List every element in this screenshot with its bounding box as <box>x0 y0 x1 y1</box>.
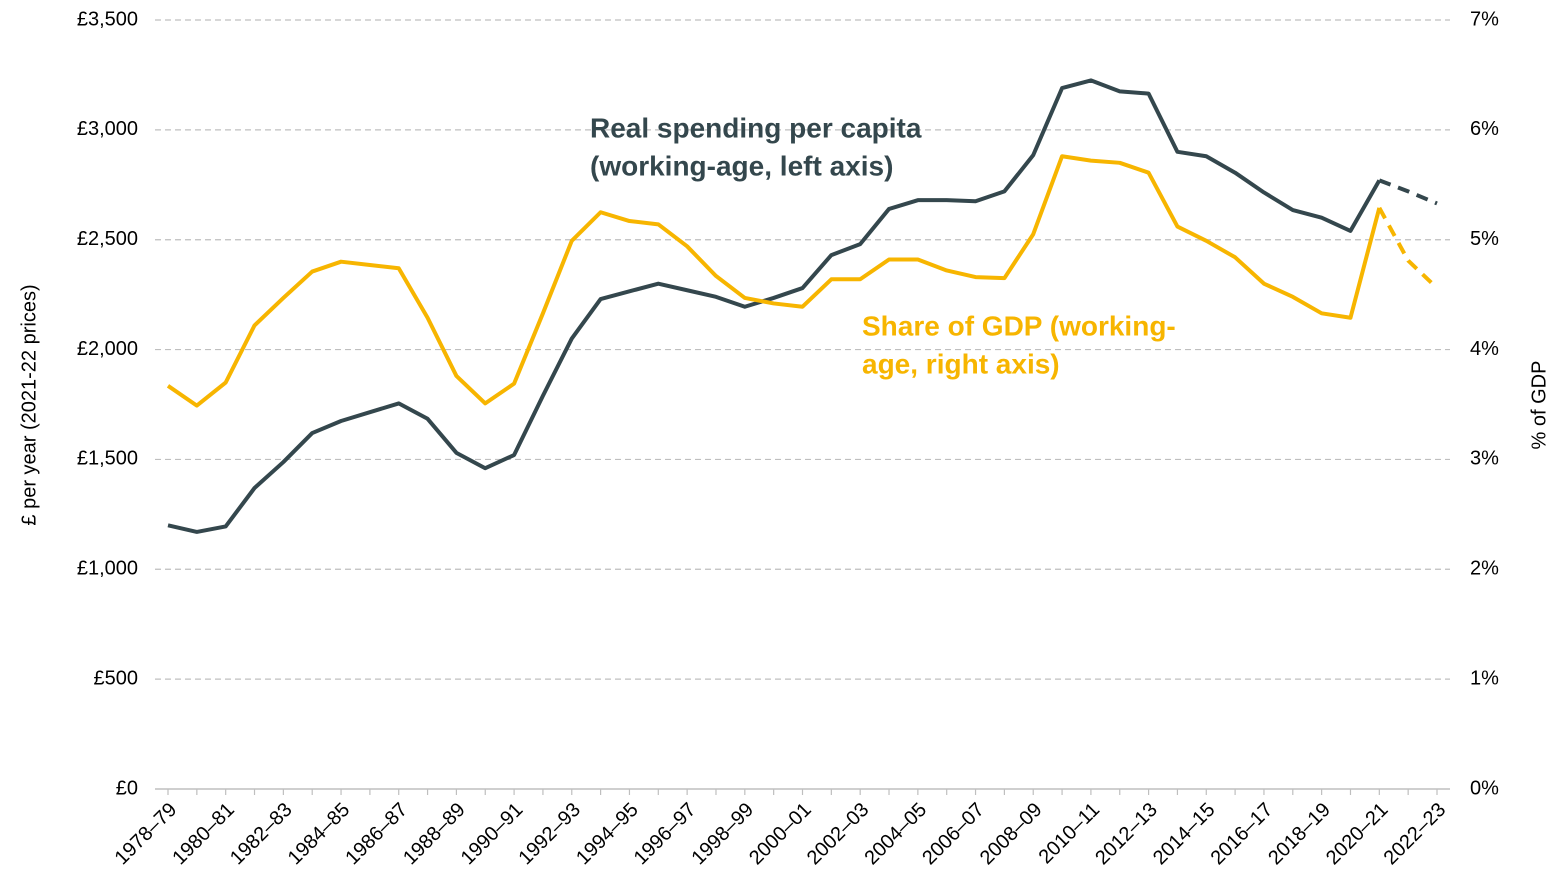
x-tick-label: 1992–93 <box>514 799 585 870</box>
y-tick-label: £1,000 <box>77 558 138 580</box>
x-tick-label: 1994–95 <box>572 799 643 870</box>
x-tick-label: 1984–85 <box>284 799 355 870</box>
annotation: Real spending per capita <box>590 112 922 143</box>
line-series <box>166 154 1382 408</box>
y2-tick-label: 1% <box>1470 667 1499 689</box>
y-tick-label: £500 <box>94 667 139 689</box>
x-tick-label: 2020–21 <box>1322 799 1393 870</box>
x-tick-label: 2016–17 <box>1207 799 1278 870</box>
y-axis-title: £ per year (2021-22 prices) <box>18 284 40 525</box>
x-tick-label: 2012–13 <box>1091 799 1162 870</box>
y2-tick-label: 6% <box>1470 118 1499 140</box>
x-tick-label: 1986–87 <box>341 799 412 870</box>
x-tick-label: 2006–07 <box>918 799 989 870</box>
x-tick-label: 2000–01 <box>745 799 816 870</box>
y2-tick-label: 3% <box>1470 448 1499 470</box>
x-tick-label: 2002–03 <box>803 799 874 870</box>
x-tick-label: 1990–91 <box>457 799 528 870</box>
x-tick-label: 2010–11 <box>1035 799 1105 869</box>
y-tick-label: £1,500 <box>77 448 138 470</box>
annotation: (working-age, left axis) <box>590 150 893 181</box>
y-tick-label: £3,500 <box>77 8 138 30</box>
y2-tick-label: 5% <box>1470 228 1499 250</box>
y-tick-label: £0 <box>116 777 138 799</box>
annotation: age, right axis) <box>862 348 1060 379</box>
x-tick-label: 1980–81 <box>168 799 239 870</box>
y2-tick-label: 2% <box>1470 558 1499 580</box>
x-tick-label: 2014–15 <box>1149 799 1220 870</box>
line-series <box>167 78 1382 534</box>
x-tick-label: 1988–89 <box>399 799 470 870</box>
line-series-projection <box>1377 206 1439 290</box>
y-tick-label: £2,500 <box>77 228 138 250</box>
annotation: Share of GDP (working- <box>862 310 1176 341</box>
x-tick-label: 2004–05 <box>861 799 932 870</box>
y2-tick-label: 7% <box>1470 8 1499 30</box>
x-tick-label: 1982–83 <box>226 799 297 870</box>
x-tick-label: 2008–09 <box>976 799 1047 870</box>
x-tick-label: 1998–99 <box>687 799 758 870</box>
y2-axis-title: % of GDP <box>1528 361 1550 450</box>
x-tick-label: 1996–97 <box>630 799 701 870</box>
y2-tick-label: 0% <box>1470 777 1499 799</box>
x-tick-label: 2022–23 <box>1380 799 1451 870</box>
x-tick-label: 2018–19 <box>1264 799 1335 870</box>
y-tick-label: £2,000 <box>77 338 138 360</box>
y-tick-label: £3,000 <box>77 118 138 140</box>
line-series-projection <box>1378 178 1438 206</box>
x-tick-label: 1978–79 <box>111 799 182 870</box>
y2-tick-label: 4% <box>1470 338 1499 360</box>
